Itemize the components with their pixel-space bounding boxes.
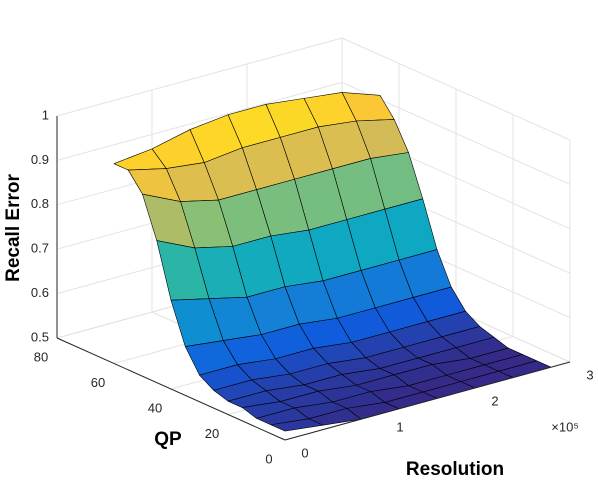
x-tick-label: 1 xyxy=(396,419,403,434)
surface-patch xyxy=(270,418,324,432)
x-multiplier: ×10⁵ xyxy=(551,419,578,434)
grid-line xyxy=(341,37,571,141)
grid-line xyxy=(56,37,343,117)
surface xyxy=(113,92,552,432)
y-tick-label: 0 xyxy=(265,451,272,466)
y-tick-label: 40 xyxy=(148,400,162,415)
z-tick-label: 0.8 xyxy=(31,196,49,211)
axes: 0 1 2 3 0 20 40 60 80 0.5 0.6 0.7 0.8 0.9 1 xyxy=(31,107,594,466)
y-tick-label: 80 xyxy=(34,349,48,364)
grid-line xyxy=(56,81,343,161)
axis-line xyxy=(56,337,286,441)
x-tick-label: 2 xyxy=(491,393,498,408)
x-tick-label: 0 xyxy=(301,445,308,460)
y-tick-label: 20 xyxy=(205,426,219,441)
axis-line xyxy=(284,361,571,441)
x-axis-label: Resolution xyxy=(406,459,504,480)
z-tick-label: 0.7 xyxy=(31,241,49,256)
z-tick-label: 0.5 xyxy=(31,329,49,344)
y-axis-label: QP xyxy=(154,429,182,450)
z-tick-label: 0.9 xyxy=(31,152,49,167)
z-axis-label: Recall Error xyxy=(3,174,24,282)
z-tick-label: 0.6 xyxy=(31,285,49,300)
y-tick-label: 60 xyxy=(91,375,105,390)
x-tick-label: 3 xyxy=(586,367,593,382)
z-tick-label: 1 xyxy=(42,107,49,122)
